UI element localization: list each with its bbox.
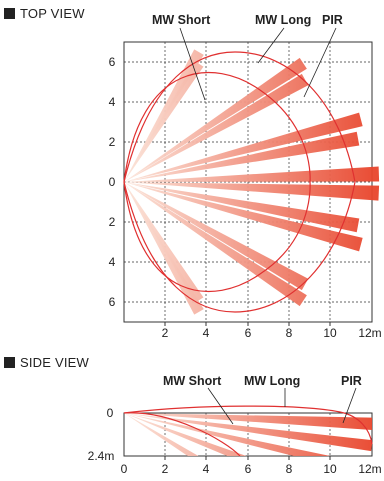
side-x-tick: 4 <box>203 462 210 476</box>
top-y-tick: 6 <box>109 295 116 309</box>
side-x-tick: 2 <box>162 462 169 476</box>
side-x-tick: 6 <box>245 462 252 476</box>
side-pir-label: PIR <box>341 374 362 388</box>
top-y-tick: 2 <box>109 135 116 149</box>
side-mw-short-label: MW Short <box>163 374 222 388</box>
side-x-tick: 0 <box>121 462 128 476</box>
top-mw-short-label: MW Short <box>152 13 211 27</box>
side-mw-long-label: MW Long <box>244 374 300 388</box>
top-y-tick: 4 <box>109 255 116 269</box>
mw-long-leader <box>258 28 284 63</box>
side-pir-beams <box>124 413 384 469</box>
side-x-tick: 12m <box>358 462 381 476</box>
side-y-tick: 2.4m <box>88 449 115 463</box>
top-x-tick: 8 <box>286 326 293 340</box>
top-y-tick: 6 <box>109 55 116 69</box>
top-x-tick: 4 <box>203 326 210 340</box>
side-x-tick: 10 <box>323 462 337 476</box>
side-view-plot: MW Short MW Long PIR 0 2.4m 0 2 4 6 8 10… <box>88 374 384 476</box>
top-mw-long-label: MW Long <box>255 13 311 27</box>
side-x-tick: 8 <box>286 462 293 476</box>
top-view-plot: MW Short MW Long PIR 6 4 2 0 2 4 6 2 4 6… <box>109 13 382 340</box>
top-y-tick: 4 <box>109 95 116 109</box>
top-x-tick: 6 <box>245 326 252 340</box>
top-y-tick: 2 <box>109 215 116 229</box>
top-pir-label: PIR <box>322 13 343 27</box>
side-y-tick: 0 <box>107 406 114 420</box>
top-x-tick: 2 <box>162 326 169 340</box>
top-x-tick: 12m <box>358 326 381 340</box>
pir-leader <box>304 28 336 97</box>
top-y-tick: 0 <box>109 175 116 189</box>
top-x-tick: 10 <box>323 326 337 340</box>
